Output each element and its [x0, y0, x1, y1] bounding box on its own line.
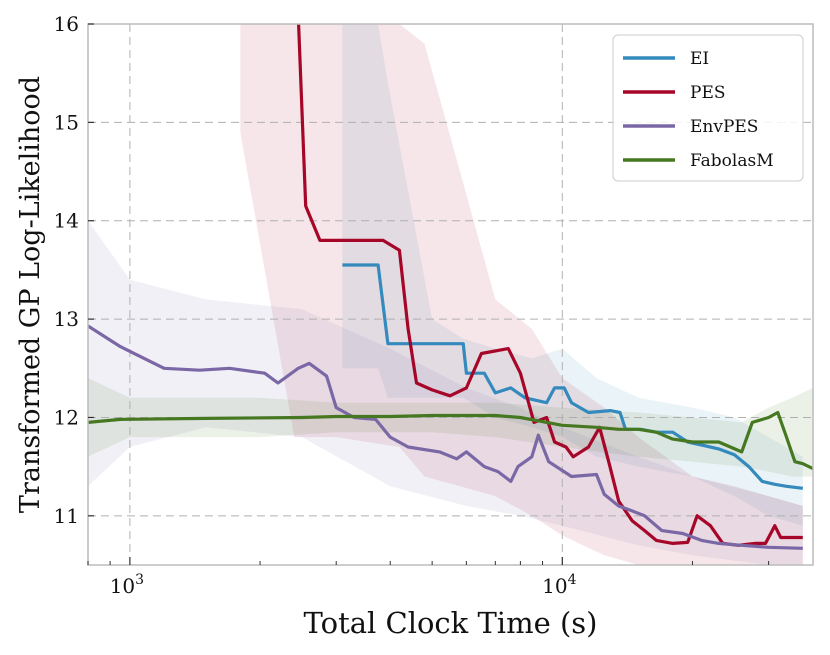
y-tick-label: 14	[54, 209, 79, 233]
y-axis-label: Transformed GP Log-Likelihood	[15, 76, 46, 513]
legend-label-envpes: EnvPES	[690, 117, 758, 137]
series-line-envpes	[88, 324, 803, 550]
band-pes	[240, 24, 803, 565]
legend-label-ei: EI	[690, 49, 709, 69]
x-tick-label: 104	[542, 572, 576, 598]
band-fabolasm	[88, 378, 813, 477]
legend-label-pes: PES	[690, 83, 726, 103]
y-tick-label: 15	[54, 110, 79, 134]
x-axis-label: Total Clock Time (s)	[304, 606, 598, 640]
y-tick-label: 16	[54, 12, 79, 36]
series-lines	[88, 24, 813, 550]
y-tick-label: 11	[54, 504, 79, 528]
x-tick-label: 103	[110, 572, 144, 598]
legend-label-fabolasm: FabolasM	[690, 151, 774, 171]
series-line-ei	[342, 263, 803, 490]
plot-frame	[87, 23, 814, 566]
series-line-fabolasm	[88, 410, 813, 471]
y-tick-label: 12	[54, 405, 79, 429]
legend-box	[612, 34, 804, 182]
legend: EI PES EnvPES FabolasM	[612, 34, 804, 182]
axis-ticks: 11 12 13 14 15 16 103 104	[54, 12, 770, 598]
y-tick-label: 13	[54, 307, 79, 331]
